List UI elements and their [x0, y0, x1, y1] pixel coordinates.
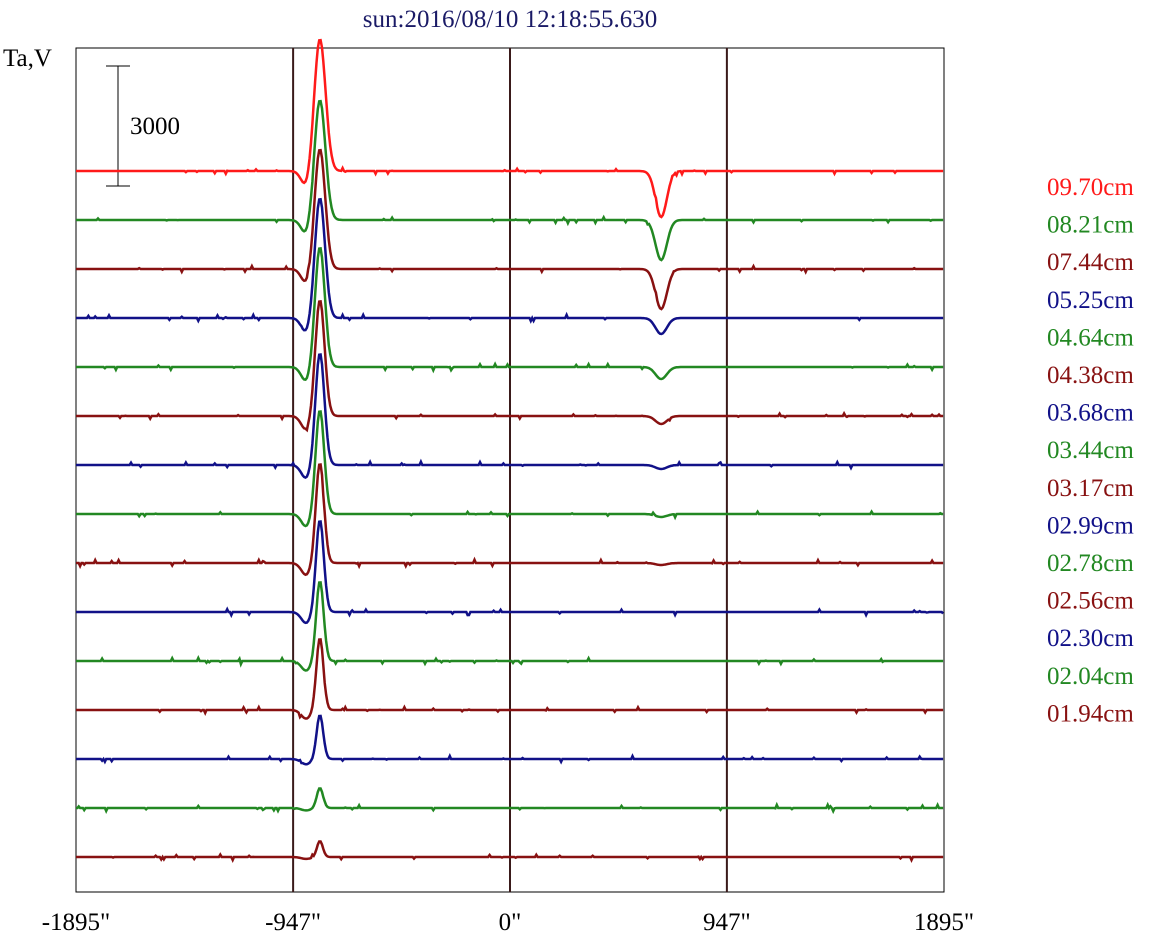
- series-line: [76, 353, 944, 480]
- legend-item: 08.21cm: [1047, 212, 1134, 239]
- reference-lines: [292, 48, 728, 892]
- legend-item: 03.68cm: [1047, 400, 1134, 427]
- x-tick-label: 947": [703, 909, 751, 936]
- legend-item: 02.04cm: [1047, 663, 1134, 690]
- series-line: [76, 787, 944, 815]
- chart-title: sun:2016/08/10 12:18:55.630: [363, 6, 657, 33]
- legend-item: 02.30cm: [1047, 625, 1134, 652]
- legend-item: 03.17cm: [1047, 475, 1134, 502]
- x-tick-label: -947": [265, 909, 321, 936]
- series-line: [76, 840, 944, 864]
- series-line: [76, 638, 944, 720]
- legend: 09.70cm 08.21cm 07.44cm 05.25cm 04.64cm 04.38…: [1047, 174, 1134, 727]
- x-tick-labels: -1895" -947" 0" 947" 1895": [42, 909, 974, 936]
- series-line: [76, 463, 944, 577]
- y-axis-label: Ta,V: [3, 45, 52, 72]
- series-line: [76, 410, 944, 528]
- legend-item: 05.25cm: [1047, 287, 1134, 314]
- scale-bar: 3000: [106, 65, 180, 187]
- scale-bar-label: 3000: [130, 113, 180, 140]
- series-line: [76, 520, 945, 625]
- series-line: [76, 38, 944, 219]
- series-lines: [76, 38, 945, 864]
- series-line: [76, 246, 944, 382]
- legend-item: 02.99cm: [1047, 512, 1134, 539]
- legend-item: 04.38cm: [1047, 362, 1134, 389]
- x-tick-label: 0": [499, 909, 522, 936]
- legend-item: 02.56cm: [1047, 588, 1134, 615]
- series-line: [76, 99, 944, 262]
- x-tick-label: -1895": [42, 909, 111, 936]
- series-line: [76, 197, 944, 336]
- legend-item: 03.44cm: [1047, 437, 1134, 464]
- series-line: [76, 714, 944, 766]
- legend-item: 09.70cm: [1047, 174, 1134, 201]
- series-line: [76, 581, 944, 672]
- series-line: [76, 299, 944, 433]
- series-line: [76, 148, 944, 311]
- legend-item: 04.64cm: [1047, 324, 1134, 351]
- legend-item: 02.78cm: [1047, 550, 1134, 577]
- legend-item: 01.94cm: [1047, 700, 1134, 727]
- x-tick-label: 1895": [914, 909, 974, 936]
- legend-item: 07.44cm: [1047, 249, 1134, 276]
